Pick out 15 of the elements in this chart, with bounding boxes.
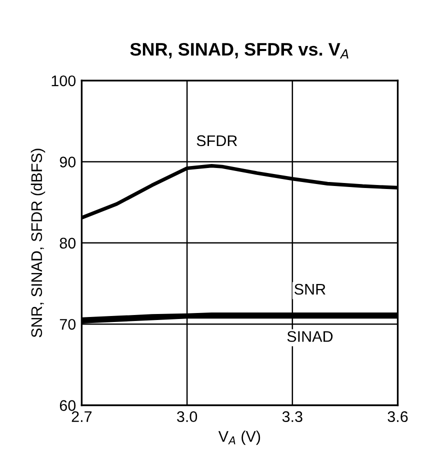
y-axis-title: SNR, SINAD, SFDR (dBFS)	[30, 148, 46, 338]
x-axis-title: V$_{A}$ (V)	[218, 430, 260, 445]
chart-title: SNR, SINAD, SFDR vs. V$_{A}$	[130, 42, 348, 59]
y-tick-label: 100	[52, 75, 76, 86]
x-tick-label: 2.7	[72, 411, 92, 422]
y-tick-label: 60	[60, 400, 76, 411]
x-tick-label: 3.0	[177, 411, 198, 422]
series-label: SNR	[294, 284, 326, 295]
series-label: SFDR	[196, 135, 237, 146]
series-label: SINAD	[287, 331, 333, 342]
y-tick-label: 80	[60, 238, 76, 249]
y-tick-label: 70	[60, 318, 76, 330]
y-tick-label: 90	[60, 156, 76, 168]
x-tick-label: 3.6	[388, 411, 408, 422]
x-tick-label: 3.3	[282, 411, 302, 422]
